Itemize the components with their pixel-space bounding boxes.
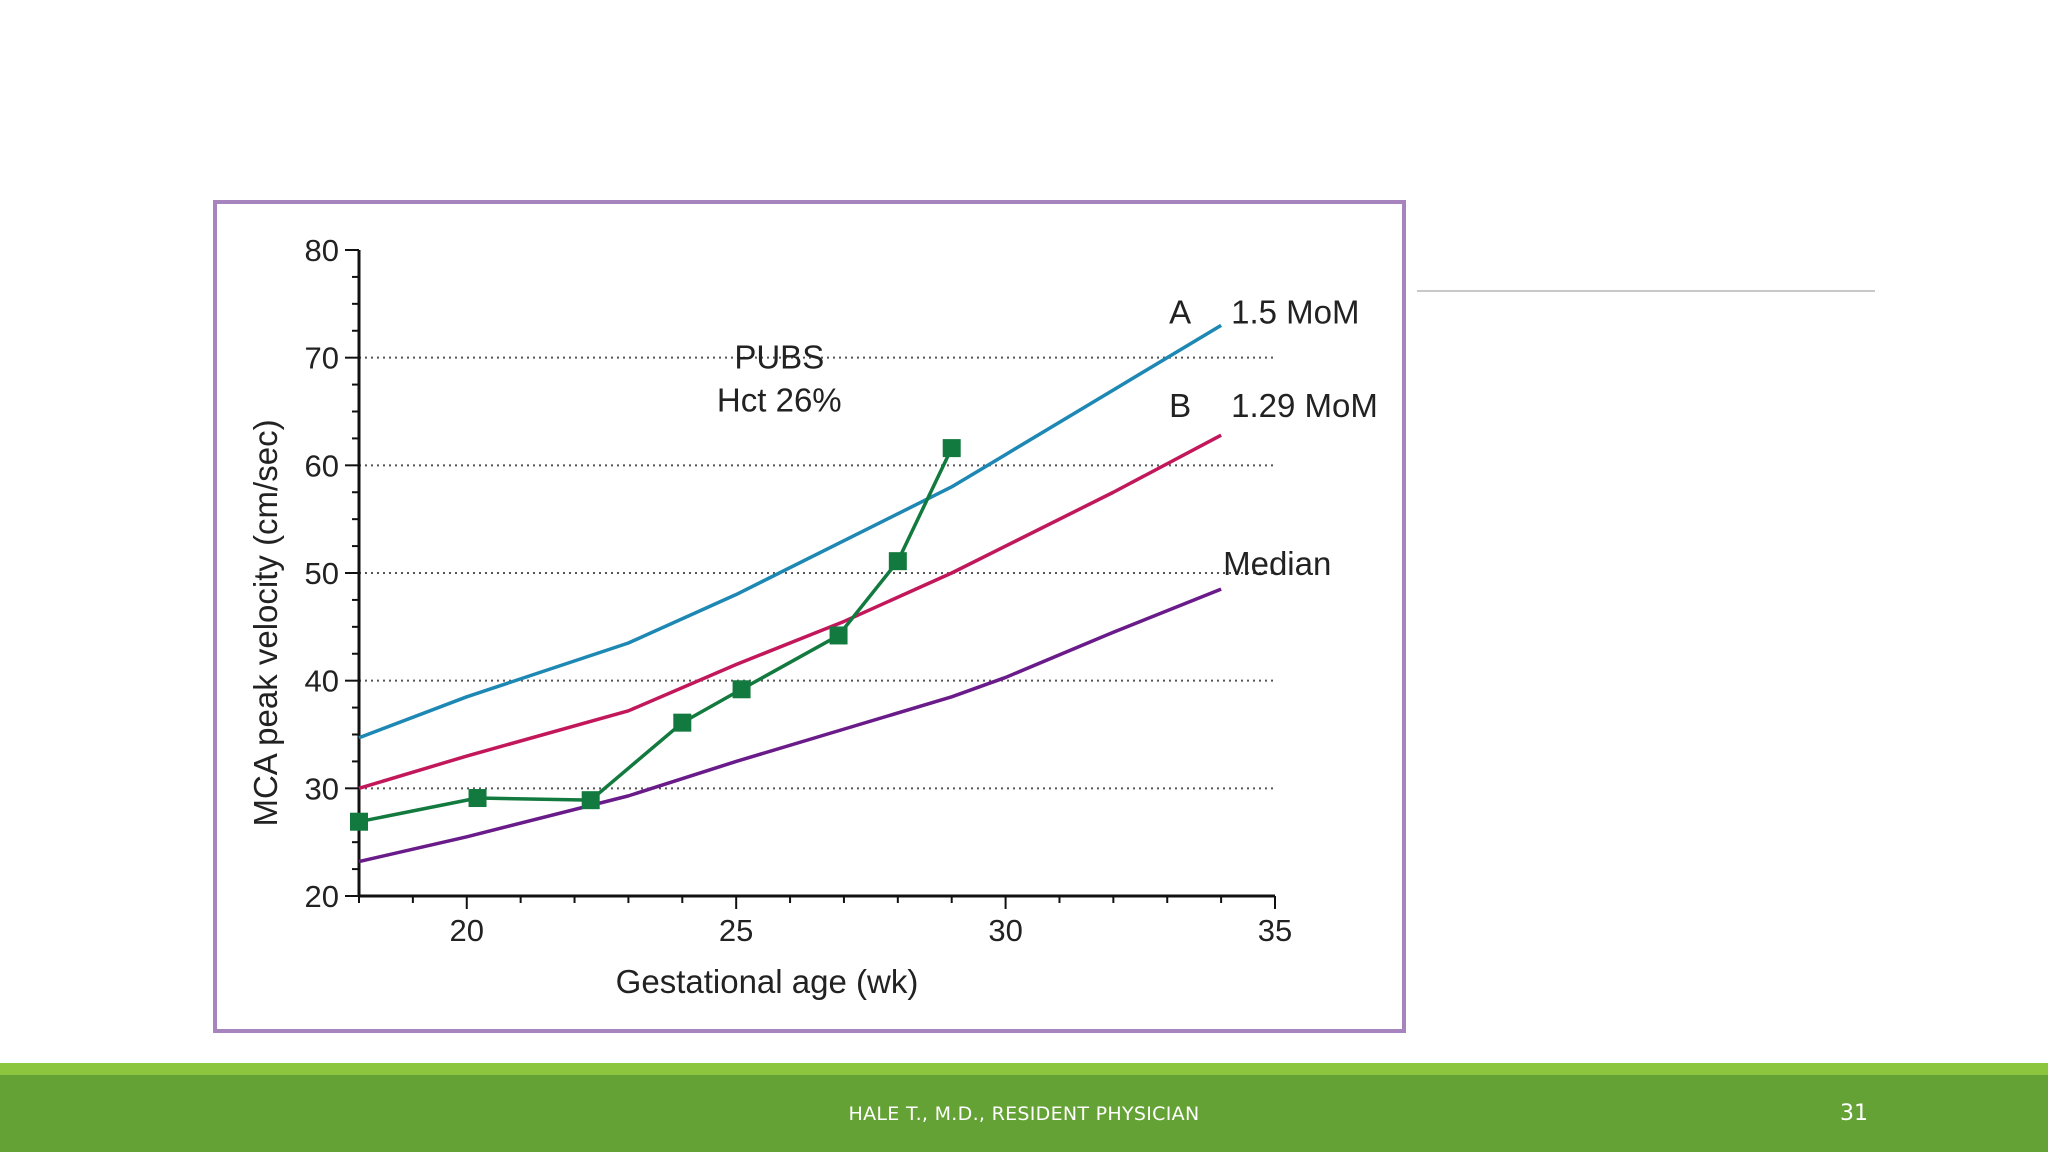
slide-number: 31	[1840, 1101, 1868, 1126]
y-tick-label: 80	[305, 233, 339, 268]
y-axis-title: MCA peak velocity (cm/sec)	[247, 419, 284, 826]
annotation-label: Hct 26%	[717, 382, 842, 419]
footer-band: HALE T., M.D., RESIDENT PHYSICIAN 31	[0, 1063, 2048, 1152]
series-letter-label: A	[1169, 293, 1191, 330]
series-lines	[358, 323, 1223, 864]
footer-presenter: HALE T., M.D., RESIDENT PHYSICIAN	[848, 1103, 1200, 1125]
patient-point	[581, 791, 600, 810]
series-name-label: Median	[1223, 545, 1331, 582]
y-tick-label: 60	[305, 448, 339, 483]
x-tick-label: 30	[988, 913, 1022, 948]
series-letter-label: B	[1169, 387, 1191, 424]
series-name-label: 1.29 MoM	[1231, 387, 1378, 424]
chart-frame: 20 30 40 50 60 70 80 20 25 30 35 Gestational age (w…	[213, 200, 1406, 1033]
patient-point	[942, 439, 961, 458]
patient-point	[350, 812, 368, 831]
y-tick-label: 50	[305, 556, 339, 591]
series-line-0	[358, 323, 1223, 740]
x-axis-title: Gestational age (wk)	[616, 963, 919, 1000]
y-tick-label: 70	[305, 341, 339, 376]
annotation-label: PUBS	[734, 339, 824, 376]
grid-lines	[359, 356, 1275, 790]
x-tick-label: 20	[450, 913, 484, 948]
patient-point	[732, 680, 751, 699]
patient-point	[829, 626, 848, 645]
series-line-1	[358, 433, 1222, 791]
patient-markers	[350, 439, 961, 831]
patient-point	[673, 713, 692, 732]
patient-point	[468, 789, 487, 808]
series-name-label: 1.5 MoM	[1231, 293, 1359, 330]
chart-labels: 20 30 40 50 60 70 80 20 25 30 35 Gestational age (w…	[247, 233, 1378, 1000]
mca-velocity-chart: 20 30 40 50 60 70 80 20 25 30 35 Gestational age (w…	[247, 233, 1378, 1000]
y-tick-label: 40	[305, 664, 339, 699]
y-tick-label: 20	[305, 879, 339, 914]
patient-point	[888, 552, 907, 571]
x-tick-label: 25	[719, 913, 753, 948]
x-tick-label: 35	[1258, 913, 1292, 948]
footer-stripe	[0, 1063, 2048, 1075]
series-line-2	[358, 587, 1222, 864]
y-tick-label: 30	[305, 771, 339, 806]
patient-line	[358, 447, 954, 824]
title-divider	[1417, 290, 1875, 292]
